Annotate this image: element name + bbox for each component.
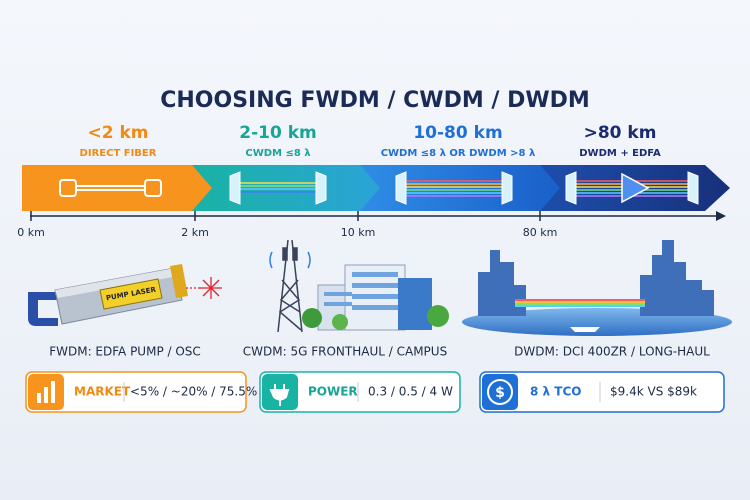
mixed-wdm-icon — [395, 171, 513, 205]
axis-tick-label: 80 km — [523, 226, 558, 239]
laser-burst — [186, 277, 222, 299]
segment-label: CWDM ≤8 λ — [245, 148, 311, 159]
segment-range: 2-10 km — [239, 123, 316, 143]
axis-arrow — [716, 211, 726, 221]
segment-range: <2 km — [87, 123, 148, 143]
caption: FWDM: EDFA PUMP / OSC — [49, 345, 201, 359]
card-label: MARKET — [74, 385, 131, 399]
city-skyline — [462, 240, 732, 336]
card-value: 0.3 / 0.5 / 4 W — [368, 385, 453, 399]
cell-tower — [269, 239, 311, 333]
card-label: 8 λ TCO — [530, 385, 582, 399]
band-dwdm — [355, 165, 560, 211]
axis-tick-label: 0 km — [17, 226, 45, 239]
caption: CWDM: 5G FRONTHAUL / CAMPUS — [243, 345, 447, 359]
card-label: POWER — [308, 385, 358, 399]
title: CHOOSING FWDM / CWDM / DWDM — [160, 88, 590, 113]
axis-tick-label: 2 km — [181, 226, 209, 239]
band-fiber — [22, 165, 212, 211]
edfa-icon — [565, 171, 699, 205]
dollar-icon — [487, 379, 513, 405]
card-value: <5% / ~20% / 75.5% — [130, 385, 257, 399]
segment-label: DIRECT FIBER — [80, 148, 157, 159]
transceiver: PUMP LASER — [28, 264, 188, 326]
segment-label: CWDM ≤8 λ OR DWDM >8 λ — [381, 148, 536, 159]
segment-range: >80 km — [584, 123, 657, 143]
card-tco: $ 8 λ TCO $9.4k VS $89k — [479, 371, 725, 413]
segment-range: 10-80 km — [413, 123, 502, 143]
segment-label: DWDM + EDFA — [579, 148, 661, 159]
fiber-icon — [59, 179, 162, 197]
campus-buildings — [302, 264, 449, 331]
band-cwdm — [190, 165, 380, 211]
card-value: $9.4k VS $89k — [610, 385, 697, 399]
card-icon-symbol: $ — [495, 385, 505, 401]
cwdm-icon — [229, 171, 327, 205]
card-power: POWER 0.3 / 0.5 / 4 W — [259, 371, 461, 413]
caption: DWDM: DCI 400ZR / LONG-HAUL — [514, 345, 710, 359]
card-market: MARKET <5% / ~20% / 75.5% — [25, 371, 257, 413]
axis-tick-label: 10 km — [341, 226, 376, 239]
axis-ticks — [30, 211, 541, 221]
